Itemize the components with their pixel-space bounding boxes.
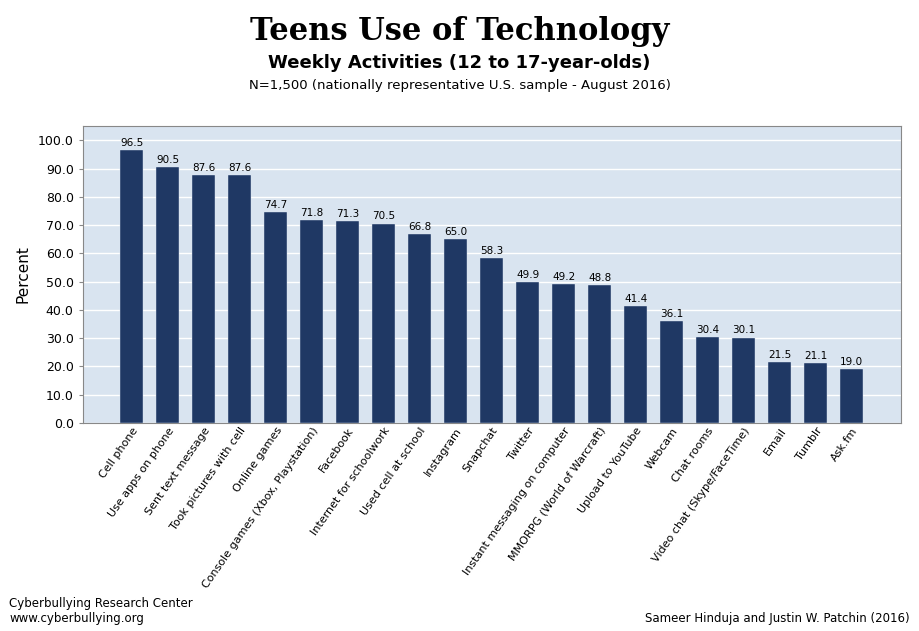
Bar bbox=[119, 150, 143, 423]
Text: 21.5: 21.5 bbox=[768, 350, 791, 360]
Text: 87.6: 87.6 bbox=[192, 163, 215, 173]
Text: 74.7: 74.7 bbox=[264, 199, 288, 209]
Text: 65.0: 65.0 bbox=[444, 227, 467, 237]
Text: 87.6: 87.6 bbox=[228, 163, 251, 173]
Text: 30.1: 30.1 bbox=[732, 326, 755, 336]
Bar bbox=[480, 258, 504, 423]
Bar bbox=[588, 285, 611, 423]
Text: 96.5: 96.5 bbox=[120, 138, 143, 148]
Bar bbox=[552, 284, 575, 423]
Bar bbox=[300, 220, 323, 423]
Bar bbox=[516, 282, 539, 423]
Text: 21.1: 21.1 bbox=[804, 351, 827, 361]
Y-axis label: Percent: Percent bbox=[16, 245, 31, 304]
Bar bbox=[372, 223, 395, 423]
Bar bbox=[336, 221, 359, 423]
Text: 49.9: 49.9 bbox=[516, 269, 539, 280]
Bar bbox=[768, 362, 791, 423]
Bar bbox=[408, 234, 431, 423]
Bar bbox=[192, 175, 215, 423]
Text: Teens Use of Technology: Teens Use of Technology bbox=[250, 16, 669, 47]
Bar bbox=[660, 321, 684, 423]
Text: N=1,500 (nationally representative U.S. sample - August 2016): N=1,500 (nationally representative U.S. … bbox=[248, 79, 671, 92]
Text: 71.3: 71.3 bbox=[336, 209, 359, 219]
Text: 58.3: 58.3 bbox=[480, 246, 504, 256]
Text: Cyberbullying Research Center
www.cyberbullying.org: Cyberbullying Research Center www.cyberb… bbox=[9, 597, 193, 625]
Bar bbox=[624, 306, 647, 423]
Bar bbox=[156, 167, 179, 423]
Text: 66.8: 66.8 bbox=[408, 222, 431, 232]
Bar bbox=[732, 338, 755, 423]
Text: 48.8: 48.8 bbox=[588, 273, 611, 283]
Text: 90.5: 90.5 bbox=[156, 155, 179, 165]
Text: 36.1: 36.1 bbox=[660, 309, 684, 319]
Text: 30.4: 30.4 bbox=[697, 324, 720, 334]
Text: Sameer Hinduja and Justin W. Patchin (2016): Sameer Hinduja and Justin W. Patchin (20… bbox=[645, 611, 910, 625]
Bar bbox=[696, 337, 720, 423]
Bar bbox=[804, 363, 827, 423]
Text: 19.0: 19.0 bbox=[840, 357, 863, 367]
Text: 70.5: 70.5 bbox=[372, 211, 395, 221]
Bar bbox=[444, 239, 468, 423]
Text: Weekly Activities (12 to 17-year-olds): Weekly Activities (12 to 17-year-olds) bbox=[268, 54, 651, 72]
Bar bbox=[264, 212, 288, 423]
Bar bbox=[228, 175, 251, 423]
Text: 41.4: 41.4 bbox=[624, 293, 647, 304]
Bar bbox=[840, 369, 864, 423]
Text: 49.2: 49.2 bbox=[552, 271, 575, 281]
Text: 71.8: 71.8 bbox=[300, 208, 323, 218]
